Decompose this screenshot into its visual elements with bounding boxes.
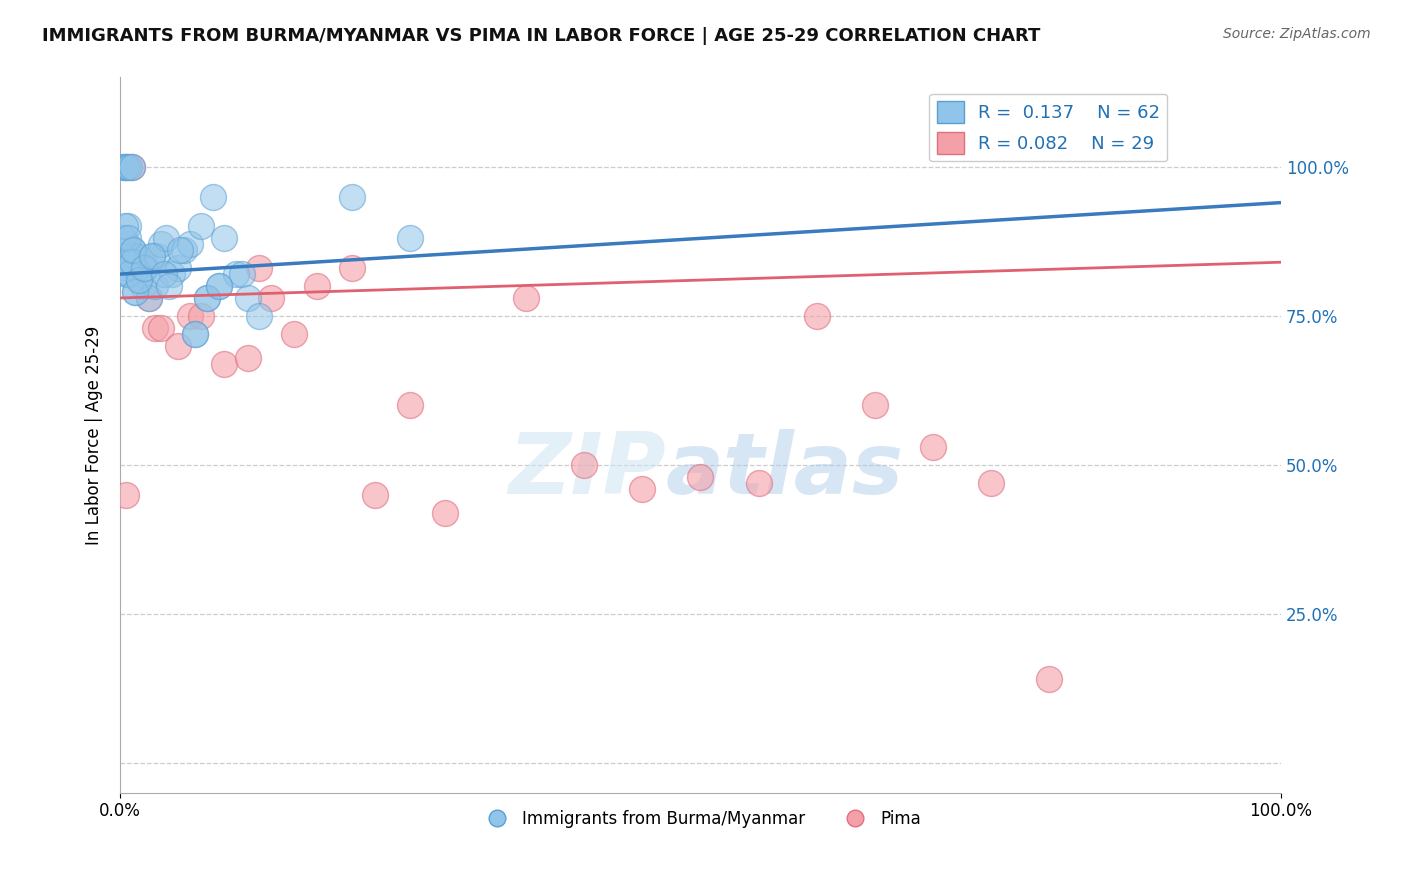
Point xyxy=(117,231,139,245)
Point xyxy=(179,237,201,252)
Point xyxy=(121,255,143,269)
Point xyxy=(112,160,135,174)
Point xyxy=(195,291,218,305)
Point xyxy=(201,189,224,203)
Point xyxy=(153,267,176,281)
Point xyxy=(236,291,259,305)
Point xyxy=(184,326,207,341)
Point xyxy=(132,279,155,293)
Point xyxy=(399,231,422,245)
Point xyxy=(129,267,152,281)
Point xyxy=(149,320,172,334)
Point xyxy=(980,475,1002,490)
Point xyxy=(160,267,183,281)
Point xyxy=(143,320,166,334)
Point xyxy=(921,440,943,454)
Point xyxy=(117,219,139,234)
Point xyxy=(155,231,177,245)
Point xyxy=(138,291,160,305)
Point xyxy=(747,475,769,490)
Point xyxy=(434,506,457,520)
Point xyxy=(190,309,212,323)
Point xyxy=(149,237,172,252)
Point xyxy=(120,249,142,263)
Point xyxy=(214,231,236,245)
Point xyxy=(173,244,195,258)
Point xyxy=(190,219,212,234)
Point xyxy=(127,249,149,263)
Text: Source: ZipAtlas.com: Source: ZipAtlas.com xyxy=(1223,27,1371,41)
Point xyxy=(195,291,218,305)
Point xyxy=(143,279,166,293)
Point xyxy=(121,244,143,258)
Point xyxy=(307,279,329,293)
Point xyxy=(141,249,163,263)
Point xyxy=(169,244,191,258)
Point xyxy=(157,279,180,293)
Point xyxy=(167,338,190,352)
Point xyxy=(574,458,596,472)
Point xyxy=(121,160,143,174)
Point xyxy=(128,273,150,287)
Point xyxy=(124,285,146,299)
Point xyxy=(399,398,422,412)
Point xyxy=(863,398,886,412)
Point xyxy=(208,279,231,293)
Point xyxy=(114,160,136,174)
Point xyxy=(112,231,135,245)
Point xyxy=(132,255,155,269)
Point xyxy=(125,261,148,276)
Point xyxy=(118,267,141,281)
Point xyxy=(115,237,138,252)
Point xyxy=(806,309,828,323)
Point xyxy=(114,160,136,174)
Point xyxy=(114,261,136,276)
Point xyxy=(184,326,207,341)
Point xyxy=(114,267,136,281)
Point xyxy=(260,291,283,305)
Point xyxy=(115,160,138,174)
Text: IMMIGRANTS FROM BURMA/MYANMAR VS PIMA IN LABOR FORCE | AGE 25-29 CORRELATION CHA: IMMIGRANTS FROM BURMA/MYANMAR VS PIMA IN… xyxy=(42,27,1040,45)
Point xyxy=(114,219,136,234)
Point xyxy=(225,267,247,281)
Point xyxy=(1038,673,1060,687)
Point xyxy=(214,357,236,371)
Legend: Immigrants from Burma/Myanmar, Pima: Immigrants from Burma/Myanmar, Pima xyxy=(474,803,928,834)
Point xyxy=(247,309,270,323)
Point xyxy=(114,488,136,502)
Point xyxy=(134,261,156,276)
Point xyxy=(364,488,387,502)
Point xyxy=(689,469,711,483)
Point xyxy=(121,255,143,269)
Text: atlas: atlas xyxy=(665,429,904,512)
Point xyxy=(208,279,231,293)
Point xyxy=(118,160,141,174)
Point xyxy=(236,351,259,365)
Point xyxy=(146,249,169,263)
Y-axis label: In Labor Force | Age 25-29: In Labor Force | Age 25-29 xyxy=(86,326,103,545)
Point xyxy=(631,482,654,496)
Point xyxy=(283,326,305,341)
Point xyxy=(122,249,145,263)
Point xyxy=(138,291,160,305)
Point xyxy=(167,261,190,276)
Point xyxy=(515,291,537,305)
Point xyxy=(340,261,363,276)
Point xyxy=(115,255,138,269)
Text: ZIP: ZIP xyxy=(508,429,665,512)
Point xyxy=(121,244,143,258)
Point xyxy=(134,261,156,276)
Point xyxy=(128,273,150,287)
Point xyxy=(141,249,163,263)
Point xyxy=(179,309,201,323)
Point xyxy=(124,285,146,299)
Point xyxy=(231,267,253,281)
Point xyxy=(118,267,141,281)
Point xyxy=(111,249,134,263)
Point xyxy=(121,160,143,174)
Point xyxy=(247,261,270,276)
Point xyxy=(340,189,363,203)
